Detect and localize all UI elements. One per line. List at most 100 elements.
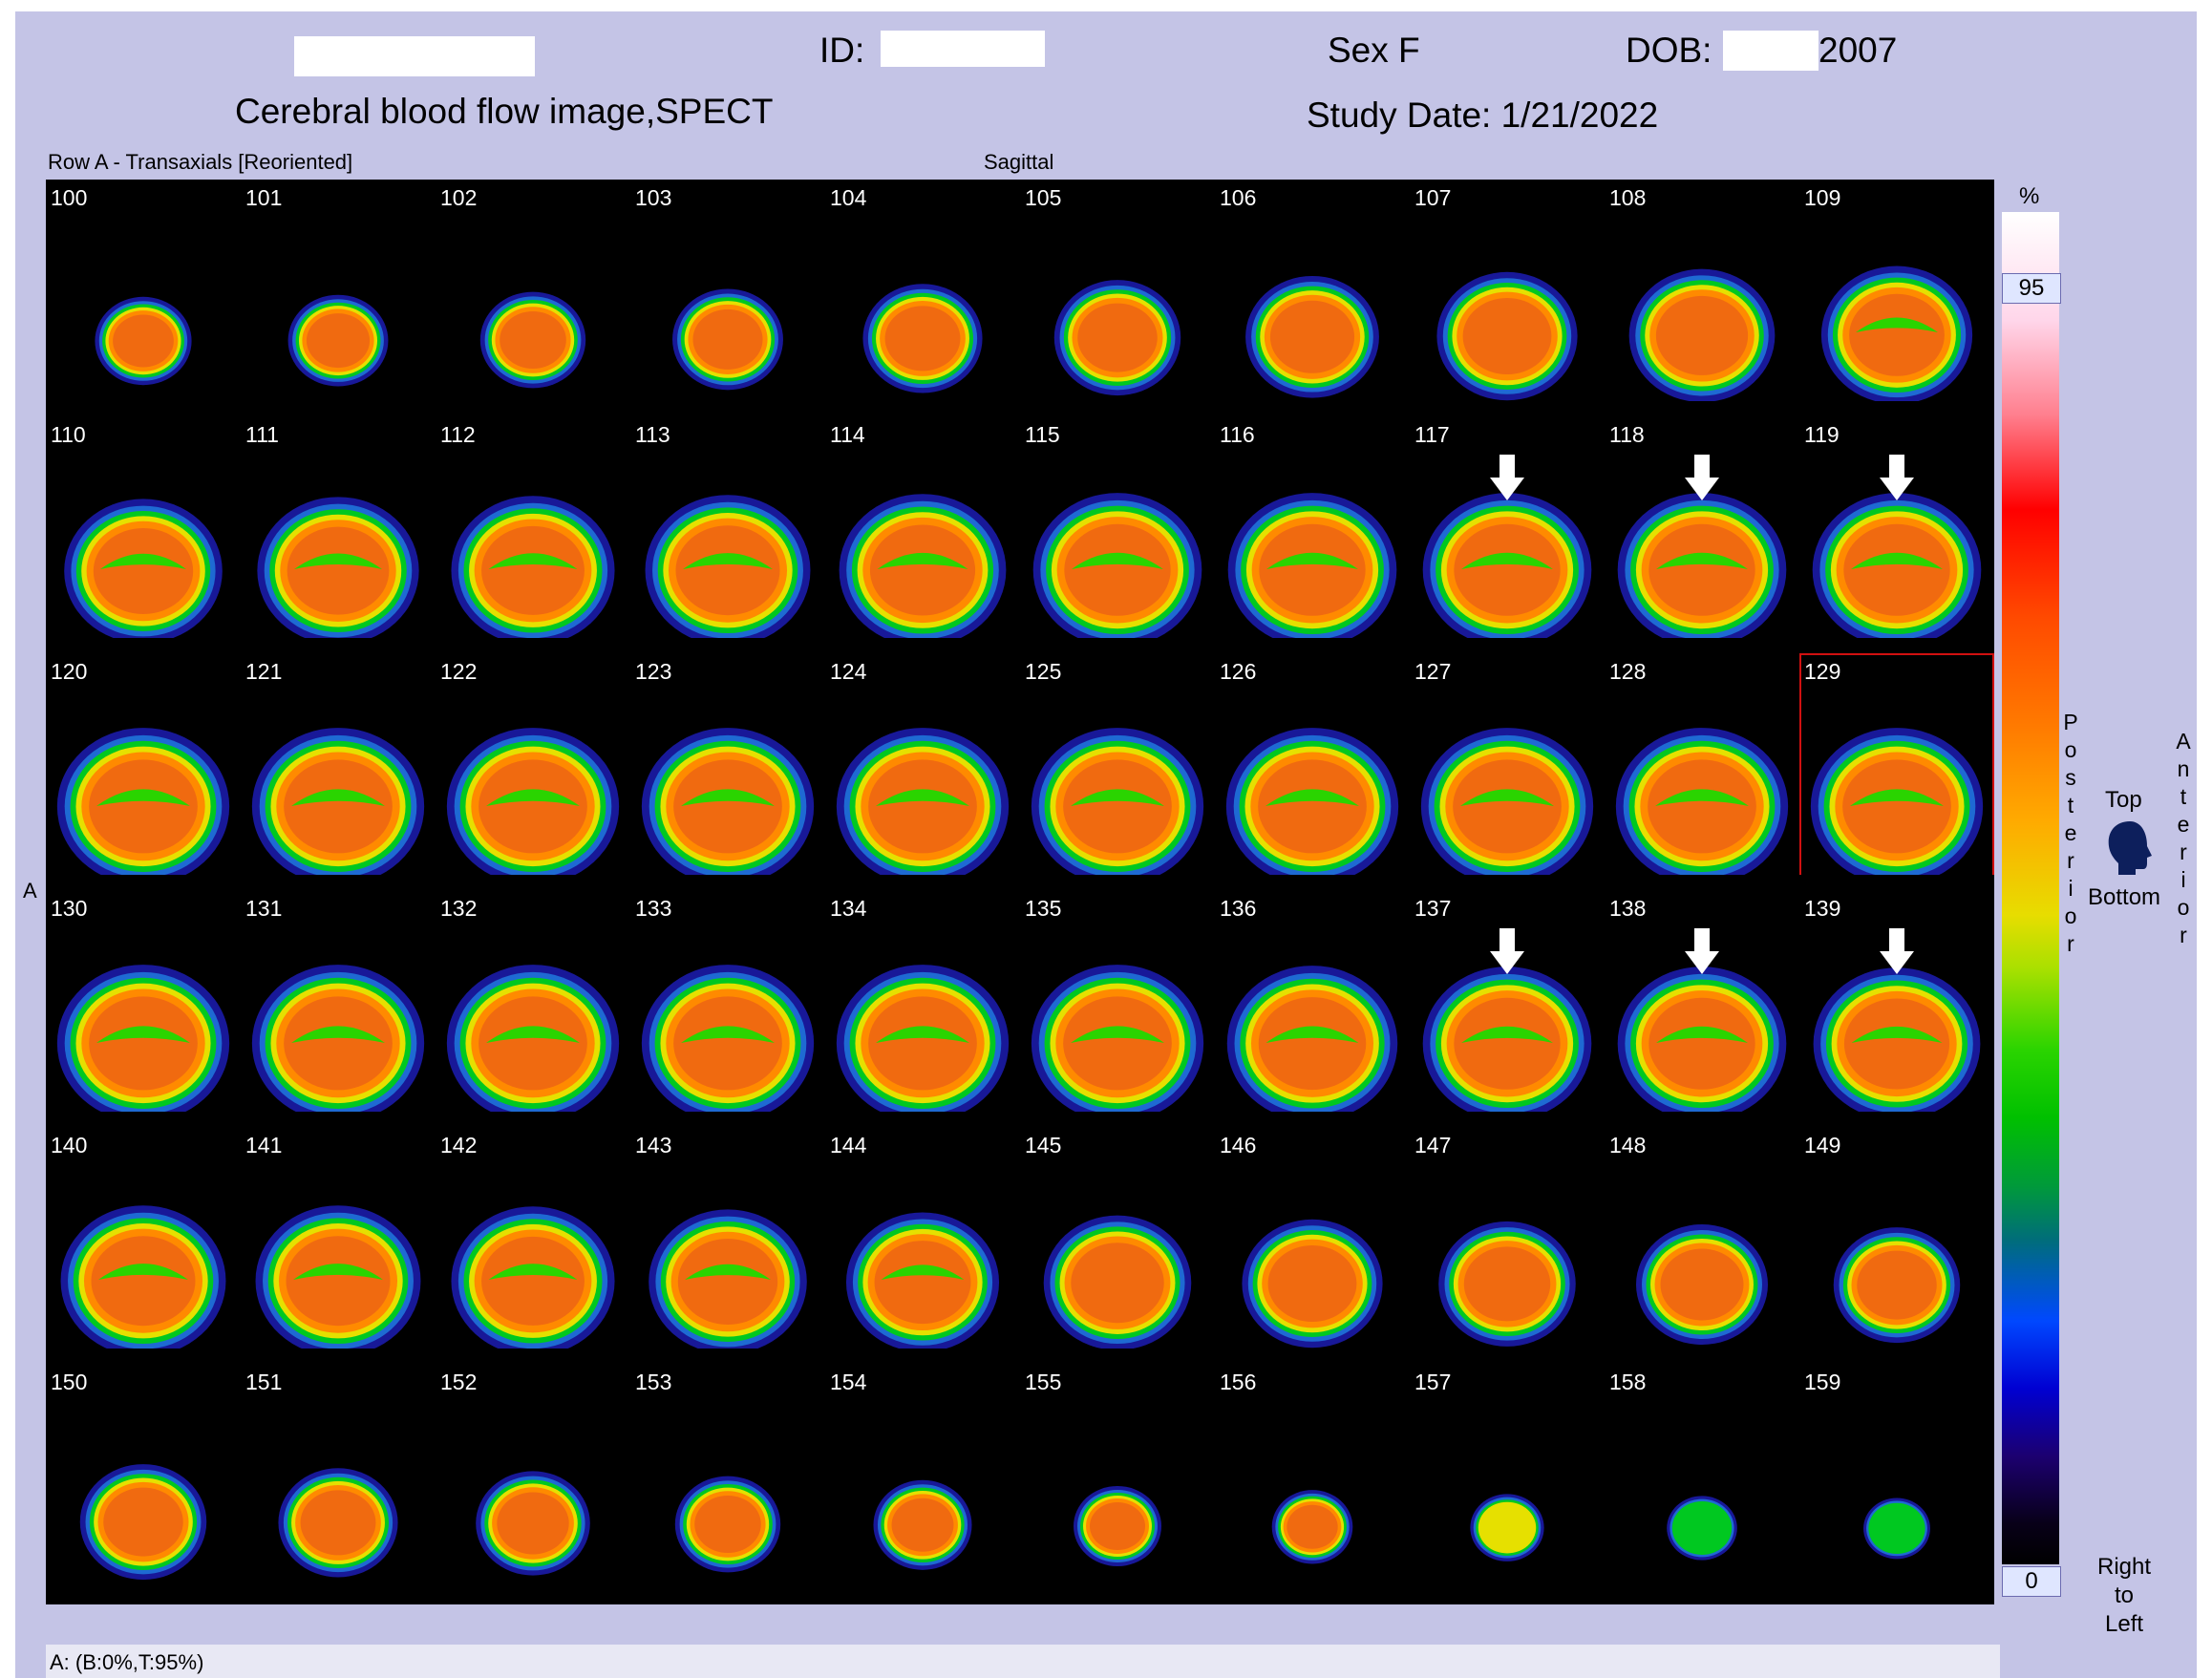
slice-cell-136[interactable]: 136 (1215, 890, 1410, 1127)
slice-number: 151 (245, 1370, 283, 1394)
slice-cell-152[interactable]: 152 (436, 1364, 630, 1601)
slice-number: 140 (51, 1133, 88, 1158)
slice-cell-119[interactable]: 119 (1799, 416, 1994, 653)
slice-cell-132[interactable]: 132 (436, 890, 630, 1127)
slice-cell-121[interactable]: 121 (241, 653, 436, 890)
view-label: Sagittal (984, 150, 1054, 174)
slice-cell-141[interactable]: 141 (241, 1127, 436, 1364)
slice-cell-137[interactable]: 137 (1410, 890, 1605, 1127)
slice-cell-103[interactable]: 103 (630, 180, 825, 416)
slice-cell-145[interactable]: 145 (1020, 1127, 1215, 1364)
brain-slice-image (436, 1471, 630, 1601)
brain-slice-image (1799, 1497, 1994, 1601)
slice-number: 115 (1025, 422, 1060, 447)
slice-grid[interactable]: 100 101 102 103 104 105 106 107 108 109 110 111 112 1… (46, 180, 1994, 1604)
slice-number: 152 (440, 1370, 478, 1394)
brain-slice-image (1799, 728, 1994, 890)
brain-slice-image (1215, 493, 1410, 653)
brain-slice-image (825, 494, 1020, 653)
slice-cell-147[interactable]: 147 (1410, 1127, 1605, 1364)
slice-cell-102[interactable]: 102 (436, 180, 630, 416)
slice-cell-116[interactable]: 116 (1215, 416, 1410, 653)
brain-slice-image (1215, 1490, 1410, 1601)
slice-cell-156[interactable]: 156 (1215, 1364, 1410, 1601)
brain-slice-image (1410, 1494, 1605, 1601)
slice-cell-118[interactable]: 118 (1605, 416, 1799, 653)
slice-number: 108 (1609, 185, 1647, 210)
slice-cell-139[interactable]: 139 (1799, 890, 1994, 1127)
slice-cell-140[interactable]: 140 (46, 1127, 241, 1364)
slice-cell-125[interactable]: 125 (1020, 653, 1215, 890)
slice-cell-148[interactable]: 148 (1605, 1127, 1799, 1364)
slice-cell-114[interactable]: 114 (825, 416, 1020, 653)
slice-cell-151[interactable]: 151 (241, 1364, 436, 1601)
slice-cell-158[interactable]: 158 (1605, 1364, 1799, 1601)
slice-number: 111 (245, 422, 279, 447)
slice-cell-131[interactable]: 131 (241, 890, 436, 1127)
slice-cell-113[interactable]: 113 (630, 416, 825, 653)
slice-cell-133[interactable]: 133 (630, 890, 825, 1127)
slice-cell-104[interactable]: 104 (825, 180, 1020, 416)
brain-slice-image (1605, 268, 1799, 416)
slice-cell-100[interactable]: 100 (46, 180, 241, 416)
slice-cell-135[interactable]: 135 (1020, 890, 1215, 1127)
slice-cell-150[interactable]: 150 (46, 1364, 241, 1601)
slice-number: 105 (1025, 185, 1062, 210)
slice-cell-110[interactable]: 110 (46, 416, 241, 653)
brain-slice-image (1020, 493, 1215, 653)
slice-number: 104 (830, 185, 867, 210)
slice-cell-159[interactable]: 159 (1799, 1364, 1994, 1601)
brain-slice-image (1799, 1227, 1994, 1364)
slice-cell-105[interactable]: 105 (1020, 180, 1215, 416)
slice-cell-126[interactable]: 126 (1215, 653, 1410, 890)
slice-number: 109 (1804, 185, 1841, 210)
slice-number: 101 (245, 185, 283, 210)
brain-slice-image (1410, 271, 1605, 416)
slice-cell-146[interactable]: 146 (1215, 1127, 1410, 1364)
slice-cell-122[interactable]: 122 (436, 653, 630, 890)
brain-slice-image (825, 284, 1020, 416)
slice-cell-153[interactable]: 153 (630, 1364, 825, 1601)
slice-cell-124[interactable]: 124 (825, 653, 1020, 890)
slice-cell-127[interactable]: 127 (1410, 653, 1605, 890)
slice-number: 116 (1220, 422, 1255, 447)
slice-cell-138[interactable]: 138 (1605, 890, 1799, 1127)
slice-number: 144 (830, 1133, 867, 1158)
slice-cell-134[interactable]: 134 (825, 890, 1020, 1127)
slice-cell-106[interactable]: 106 (1215, 180, 1410, 416)
slice-number: 143 (635, 1133, 672, 1158)
slice-cell-115[interactable]: 115 (1020, 416, 1215, 653)
slice-cell-144[interactable]: 144 (825, 1127, 1020, 1364)
slice-number: 147 (1414, 1133, 1452, 1158)
brain-slice-image (1410, 1221, 1605, 1364)
slice-cell-129[interactable]: 129 (1799, 653, 1994, 890)
dob-redaction (1723, 31, 1819, 71)
slice-cell-101[interactable]: 101 (241, 180, 436, 416)
brain-slice-image (1799, 266, 1994, 416)
colorbar[interactable] (2002, 212, 2059, 1564)
slice-cell-128[interactable]: 128 (1605, 653, 1799, 890)
slice-cell-117[interactable]: 117 (1410, 416, 1605, 653)
slice-cell-155[interactable]: 155 (1020, 1364, 1215, 1601)
slice-cell-154[interactable]: 154 (825, 1364, 1020, 1601)
slice-cell-108[interactable]: 108 (1605, 180, 1799, 416)
slice-cell-120[interactable]: 120 (46, 653, 241, 890)
slice-number: 112 (440, 422, 476, 447)
slice-cell-143[interactable]: 143 (630, 1127, 825, 1364)
brain-slice-image (1020, 1215, 1215, 1364)
slice-cell-107[interactable]: 107 (1410, 180, 1605, 416)
colorbar-max[interactable]: 95 (2002, 273, 2061, 304)
slice-cell-130[interactable]: 130 (46, 890, 241, 1127)
colorbar-min[interactable]: 0 (2002, 1566, 2061, 1597)
slice-cell-149[interactable]: 149 (1799, 1127, 1994, 1364)
slice-cell-109[interactable]: 109 (1799, 180, 1994, 416)
slice-cell-112[interactable]: 112 (436, 416, 630, 653)
slice-cell-111[interactable]: 111 (241, 416, 436, 653)
slice-number: 158 (1609, 1370, 1647, 1394)
slice-cell-142[interactable]: 142 (436, 1127, 630, 1364)
brain-slice-image (241, 728, 436, 890)
brain-slice-image (46, 296, 241, 416)
slice-cell-123[interactable]: 123 (630, 653, 825, 890)
slice-number: 132 (440, 896, 478, 921)
slice-cell-157[interactable]: 157 (1410, 1364, 1605, 1601)
